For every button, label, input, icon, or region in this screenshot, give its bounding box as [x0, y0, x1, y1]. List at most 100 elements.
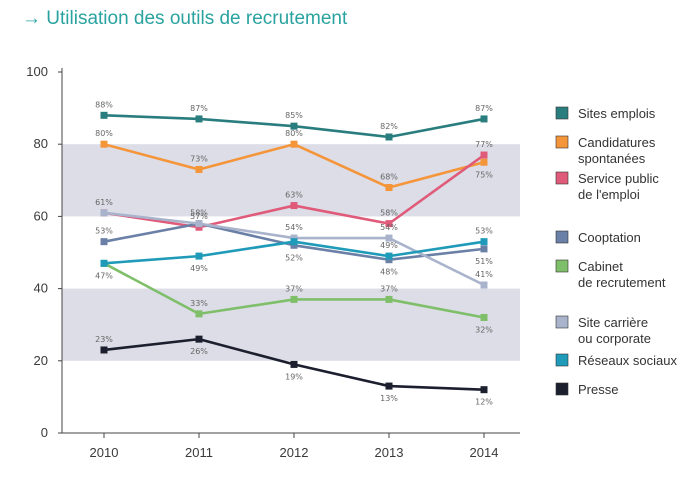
- legend-label: Cooptation: [578, 230, 641, 245]
- legend-label: Sites emplois: [578, 106, 656, 121]
- legend-swatch: [555, 259, 569, 273]
- data-point: [480, 238, 488, 246]
- data-label: 58%: [380, 209, 398, 218]
- data-label: 61%: [95, 198, 113, 207]
- data-label: 77%: [475, 140, 493, 149]
- data-point: [385, 133, 393, 141]
- data-point: [100, 259, 108, 267]
- data-label: 52%: [285, 253, 303, 262]
- data-point: [195, 165, 203, 173]
- data-label: 49%: [380, 241, 398, 250]
- legend-swatch: [555, 315, 569, 329]
- y-tick-label: 100: [26, 64, 48, 79]
- data-point: [290, 234, 298, 242]
- data-label: 53%: [475, 227, 493, 236]
- data-point: [480, 245, 488, 253]
- y-tick-label: 20: [34, 353, 48, 368]
- data-point: [480, 115, 488, 123]
- data-label: 68%: [380, 173, 398, 182]
- legend-label: Cabinet de recrutement: [578, 259, 666, 290]
- data-label: 54%: [380, 223, 398, 232]
- y-tick-label: 60: [34, 208, 48, 223]
- data-label: 80%: [95, 129, 113, 138]
- data-point: [290, 122, 298, 130]
- y-tick-label: 0: [41, 425, 48, 440]
- data-point: [100, 140, 108, 148]
- data-label: 75%: [475, 170, 493, 179]
- data-label: 54%: [285, 223, 303, 232]
- data-labels: 88% 87% 85% 82% 87% 80% 73% 80% 68% 75% 61% 57% 63% 5…: [95, 100, 493, 406]
- data-point: [385, 252, 393, 260]
- data-point: [385, 382, 393, 390]
- data-label: 37%: [380, 284, 398, 293]
- data-label: 26%: [190, 347, 208, 356]
- data-label: 51%: [475, 257, 493, 266]
- data-label: 85%: [285, 111, 303, 120]
- data-point: [100, 111, 108, 119]
- data-label: 23%: [95, 335, 113, 344]
- x-tick-label: 2013: [375, 445, 404, 460]
- data-point: [195, 335, 203, 343]
- data-point: [385, 184, 393, 192]
- legend: Sites emplois Candidatures spontanées Servi…: [555, 106, 677, 397]
- axes: 0 20 40 60 80 100 2010 2011 2012 2013 2014: [26, 64, 520, 460]
- legend-label: Service public de l'emploi: [578, 171, 659, 202]
- data-label: 87%: [190, 104, 208, 113]
- data-point: [195, 223, 203, 231]
- data-point: [100, 238, 108, 246]
- data-point: [290, 238, 298, 246]
- legend-label: Presse: [578, 382, 618, 397]
- legend-label: Réseaux sociaux: [578, 353, 677, 368]
- y-tick-label: 80: [34, 136, 48, 151]
- legend-label: Candidatures spontanées: [578, 135, 656, 166]
- data-point: [195, 310, 203, 318]
- data-label: 87%: [475, 104, 493, 113]
- data-point: [290, 295, 298, 303]
- data-label: 63%: [285, 191, 303, 200]
- data-label: 37%: [285, 284, 303, 293]
- data-label: 12%: [475, 398, 493, 407]
- data-point: [480, 281, 488, 289]
- x-tick-label: 2010: [90, 445, 119, 460]
- data-label: 48%: [380, 268, 398, 277]
- data-point: [385, 220, 393, 228]
- data-point: [290, 241, 298, 249]
- legend-swatch: [555, 135, 569, 149]
- data-label: 80%: [285, 129, 303, 138]
- chart-title: → Utilisation des outils de recrutement: [22, 8, 348, 29]
- legend-swatch: [555, 353, 569, 367]
- y-tick-label: 40: [34, 281, 48, 296]
- data-label: 47%: [95, 271, 113, 280]
- data-point: [195, 220, 203, 228]
- data-label: 73%: [190, 154, 208, 163]
- data-point: [385, 234, 393, 242]
- data-label: 13%: [380, 394, 398, 403]
- legend-label: Site carrière ou corporate: [578, 315, 651, 346]
- legend-swatch: [555, 171, 569, 185]
- data-label: 88%: [95, 100, 113, 109]
- legend-swatch: [555, 382, 569, 396]
- data-point: [290, 140, 298, 148]
- data-point: [385, 295, 393, 303]
- data-point: [480, 386, 488, 394]
- data-label: 82%: [380, 122, 398, 131]
- x-tick-label: 2011: [185, 445, 213, 460]
- data-label: 58%: [190, 209, 208, 218]
- data-label: 41%: [475, 270, 493, 279]
- data-label: 49%: [190, 264, 208, 273]
- data-point: [195, 115, 203, 123]
- data-point: [480, 151, 488, 159]
- data-point: [100, 346, 108, 354]
- data-point: [290, 360, 298, 368]
- data-label: 57%: [190, 212, 208, 221]
- data-point: [385, 256, 393, 264]
- data-point: [480, 158, 488, 166]
- data-point: [480, 313, 488, 321]
- data-point: [290, 202, 298, 210]
- data-label: 53%: [95, 227, 113, 236]
- legend-swatch: [555, 106, 569, 120]
- data-label: 19%: [285, 372, 303, 381]
- legend-swatch: [555, 230, 569, 244]
- x-tick-label: 2014: [470, 445, 499, 460]
